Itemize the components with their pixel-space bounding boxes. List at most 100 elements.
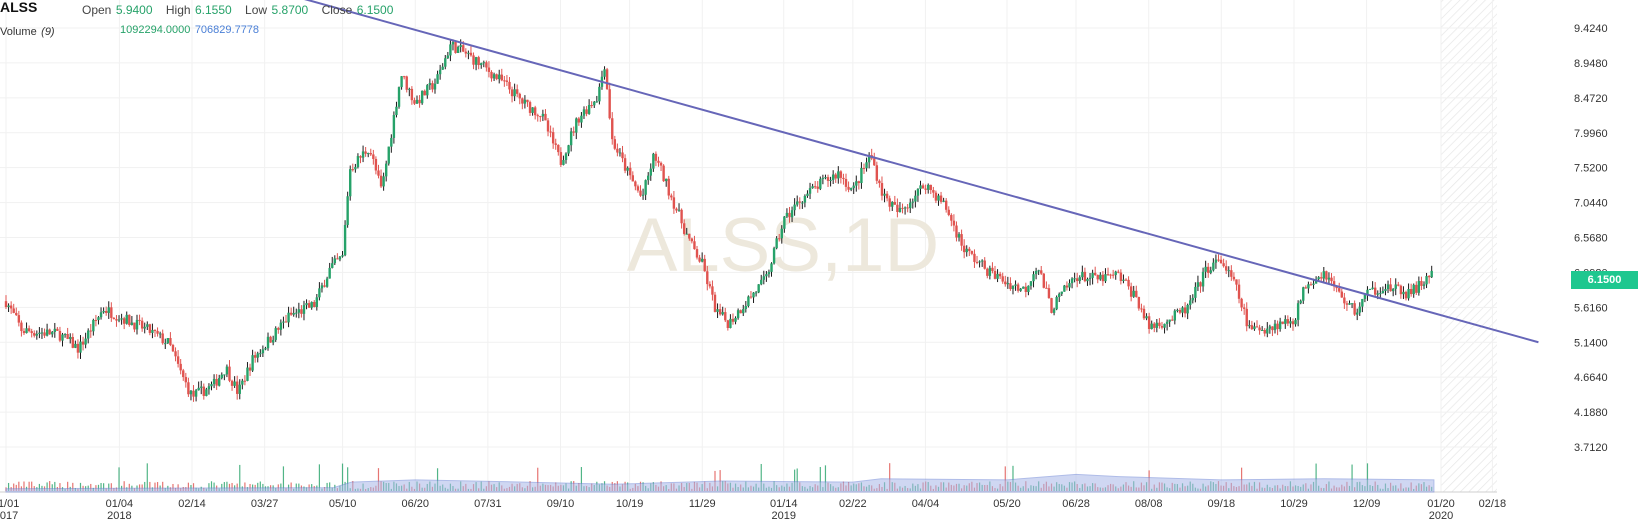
candle-body xyxy=(146,324,149,327)
candle-body xyxy=(688,233,691,239)
candle-body xyxy=(43,332,46,336)
candle-body xyxy=(986,268,989,276)
candle-body xyxy=(40,332,44,334)
candle-body xyxy=(1011,285,1015,290)
candle-body xyxy=(1058,293,1061,298)
candle-body xyxy=(634,181,637,187)
candle-body xyxy=(1145,316,1148,319)
candle-body xyxy=(431,83,434,90)
candle-body xyxy=(523,99,527,104)
candle-body xyxy=(1230,270,1233,277)
volume-bar xyxy=(38,483,40,491)
candle-body xyxy=(30,331,33,334)
volume-ma-value: 706829.7778 xyxy=(194,24,260,36)
candle-body xyxy=(1312,283,1315,285)
candle-body xyxy=(893,201,897,205)
candle-body xyxy=(56,328,59,331)
candle-body xyxy=(1350,303,1354,305)
candle-body xyxy=(906,207,909,209)
candle-body xyxy=(451,41,455,45)
candle-body xyxy=(713,294,717,312)
candle-body xyxy=(53,328,57,332)
candle-body xyxy=(667,178,670,196)
candle-body xyxy=(215,378,218,386)
candle-body xyxy=(1024,286,1028,292)
candle-body xyxy=(536,115,539,117)
candle-body xyxy=(405,76,408,90)
candle-body xyxy=(1291,321,1295,325)
candle-body xyxy=(1114,271,1117,275)
candle-body xyxy=(1427,276,1431,278)
candle-body xyxy=(644,180,647,195)
candle-body xyxy=(654,153,658,161)
candle-body xyxy=(225,366,229,375)
candle-body xyxy=(955,225,958,238)
candle-body xyxy=(1186,304,1189,314)
candle-body xyxy=(1204,266,1207,272)
candle-body xyxy=(1242,307,1246,309)
x-tick-label: 07/31 xyxy=(474,498,502,510)
candle-body xyxy=(1194,286,1197,298)
candle-body xyxy=(1422,284,1426,286)
candle-body xyxy=(1217,259,1220,261)
candle-body xyxy=(682,223,686,234)
candle-body xyxy=(924,188,927,190)
candle-body xyxy=(1111,274,1115,276)
candle-body xyxy=(857,181,861,184)
volume-bar xyxy=(210,481,213,491)
volume-bar xyxy=(819,466,821,491)
candle-body xyxy=(402,76,406,78)
candle-body xyxy=(849,188,853,190)
candle-body xyxy=(1260,329,1264,331)
candle-body xyxy=(1029,281,1033,286)
candle-body xyxy=(1096,274,1099,280)
candle-body xyxy=(942,200,945,202)
candle-body xyxy=(659,162,663,166)
candle-body xyxy=(351,169,354,171)
trendline[interactable] xyxy=(6,0,1539,344)
candle-body xyxy=(778,238,781,240)
candle-body xyxy=(572,131,575,133)
candle-body xyxy=(220,374,223,379)
candle-body xyxy=(875,165,879,181)
volume-bar xyxy=(154,482,156,491)
candle-body xyxy=(842,177,845,180)
candle-body xyxy=(957,234,961,238)
candle-body xyxy=(1381,290,1385,294)
volume-bar xyxy=(162,481,164,491)
candle-body xyxy=(1117,271,1120,273)
volume-bar xyxy=(796,468,798,491)
candle-body xyxy=(765,274,768,277)
candle-body xyxy=(593,101,596,106)
candle-body xyxy=(1222,263,1225,267)
candle-body xyxy=(631,175,634,182)
candle-body xyxy=(418,99,421,104)
candle-body xyxy=(205,389,208,396)
candle-body xyxy=(528,102,532,113)
candle-body xyxy=(359,156,362,158)
volume-bar xyxy=(110,483,112,491)
candle-body xyxy=(898,207,902,212)
volume-bar xyxy=(794,469,796,491)
candle-body xyxy=(621,152,624,159)
candle-body xyxy=(1258,327,1261,331)
candle-body xyxy=(1255,326,1259,328)
candle-body xyxy=(271,339,275,343)
volume-bar xyxy=(31,481,33,491)
candle-body xyxy=(1083,271,1087,282)
candle-body xyxy=(467,52,470,54)
candle-body xyxy=(1289,321,1292,324)
candle-body xyxy=(590,105,593,107)
candle-body xyxy=(749,296,753,298)
candle-body xyxy=(320,285,324,289)
candle-body xyxy=(618,152,622,154)
candle-body xyxy=(1050,298,1053,313)
candle-body xyxy=(218,378,221,386)
y-tick-label: 8.9480 xyxy=(1574,58,1608,70)
candle-body xyxy=(87,330,90,339)
volume-bar xyxy=(187,482,189,491)
candle-body xyxy=(408,88,411,90)
